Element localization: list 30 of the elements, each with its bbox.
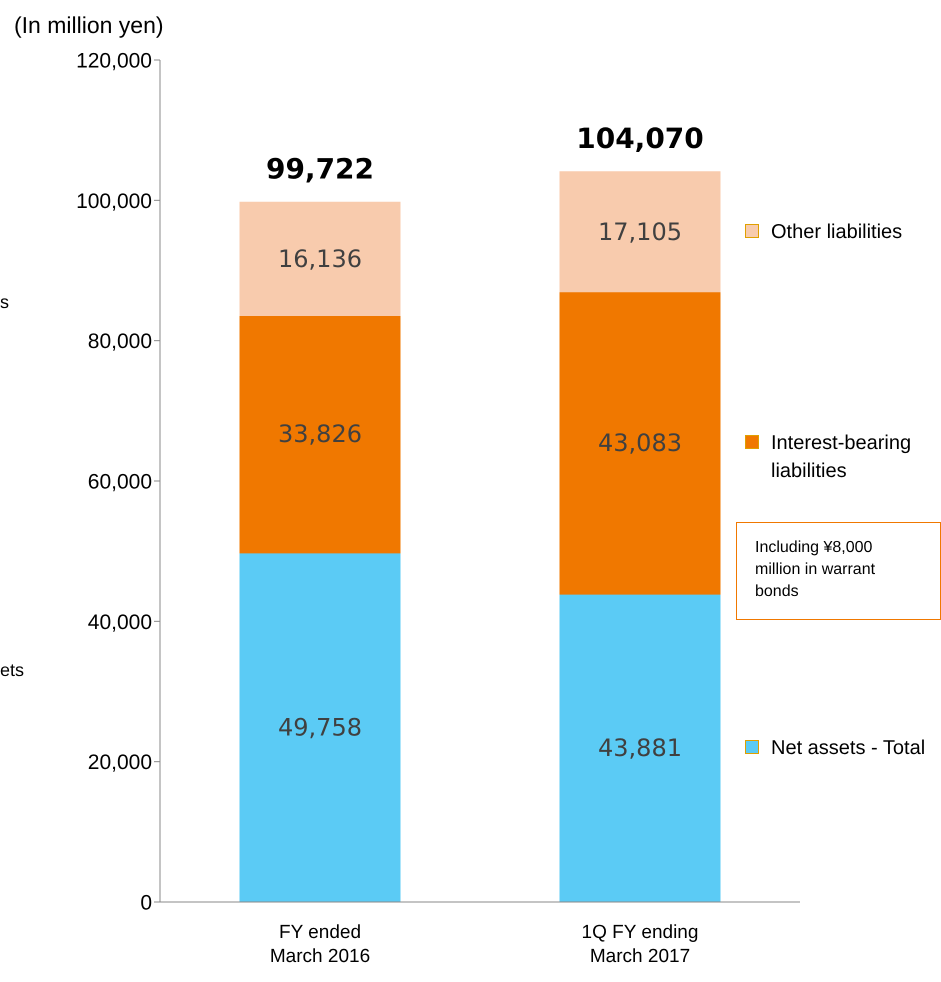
legend-label: Net assets - Total xyxy=(771,736,926,762)
x-tick-label: FY ended March 2016 xyxy=(270,922,370,967)
total-label: 99,722 xyxy=(266,152,374,186)
bar xyxy=(560,594,720,902)
legend-label: Interest-bearing liabilities xyxy=(771,430,912,484)
data-label: 49,758 xyxy=(278,713,362,742)
data-label: 33,826 xyxy=(278,420,362,448)
bar xyxy=(560,171,720,292)
y-tick-label: 100,000 xyxy=(76,190,152,213)
y-tick-label: 60,000 xyxy=(88,470,152,494)
text: ets xyxy=(0,660,24,681)
legend-label: Other liabilities xyxy=(771,220,902,245)
y-tick-label: 120,000 xyxy=(76,49,152,72)
data-label: 43,881 xyxy=(598,734,682,762)
total-label: 104,070 xyxy=(576,122,704,155)
bar xyxy=(240,202,400,316)
text: s xyxy=(0,292,9,313)
y-tick-label: 80,000 xyxy=(88,330,152,354)
data-label: 16,136 xyxy=(278,244,362,273)
bar xyxy=(240,315,400,554)
y-axis-title: (In million yen) xyxy=(14,12,164,39)
y-tick-label: 40,000 xyxy=(88,610,152,634)
bar xyxy=(560,291,720,595)
data-label: 17,105 xyxy=(598,218,682,246)
y-tick-label: 20,000 xyxy=(88,751,152,774)
data-label: 43,083 xyxy=(598,428,682,457)
bar xyxy=(240,552,400,902)
x-tick-label: 1Q FY ending March 2017 xyxy=(582,922,698,967)
y-tick-label: 0 xyxy=(140,891,152,914)
annotation: Including ¥8,000 million in warrant bonds xyxy=(736,522,941,620)
